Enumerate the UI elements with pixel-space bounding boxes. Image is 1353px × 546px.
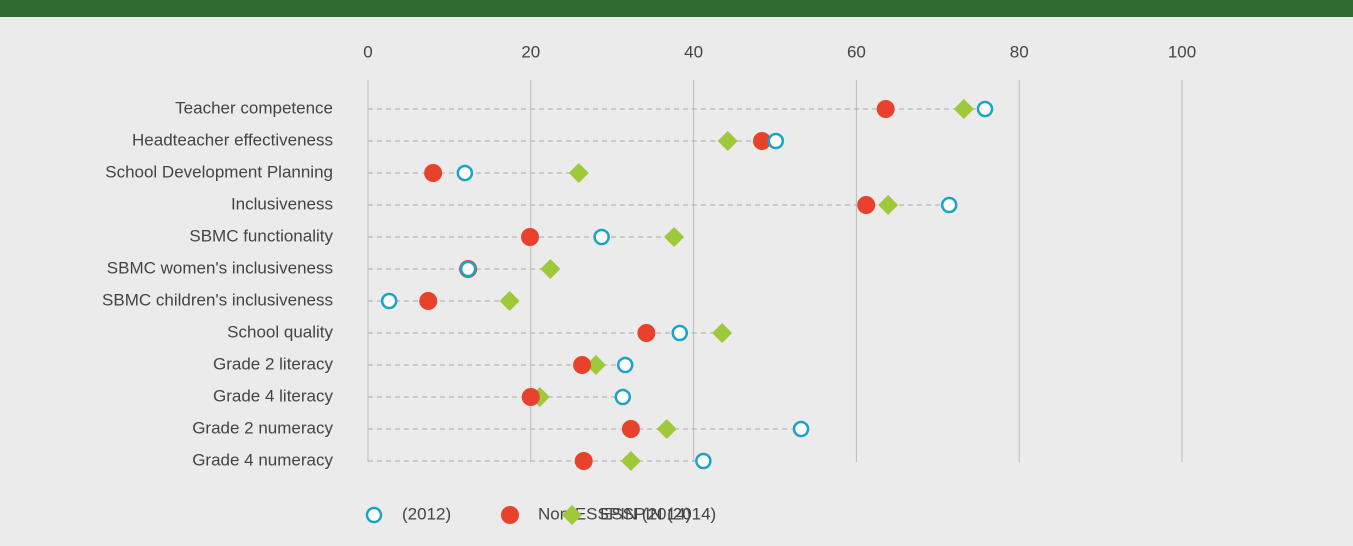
x-tick-label: 40 [684,42,703,61]
circle-marker [637,324,656,342]
y-tick-label: Inclusiveness [231,194,333,213]
diamond-marker [664,227,685,247]
open-circle-marker [380,292,398,310]
open-circle-marker [671,324,689,342]
open-circle-marker [976,100,994,118]
x-tick-label: 0 [363,42,372,61]
circle-marker [424,164,443,182]
x-tick-label: 60 [847,42,866,61]
title-bar [0,0,1353,17]
y-tick-label: Teacher competence [175,98,333,117]
diamond-marker [568,163,589,183]
legend-label: ESSPIN (2014) [600,504,716,523]
open-circle-marker [695,452,712,470]
diamond-marker [656,419,677,439]
y-tick-label: Headteacher effectiveness [132,130,333,149]
circle-marker [621,420,640,438]
circle-marker [857,196,876,214]
x-tick-label: 100 [1168,42,1196,61]
circle-marker [521,388,540,406]
y-tick-label: SBMC children's inclusiveness [102,290,333,309]
open-circle-marker [767,132,785,150]
legend-label: (2012) [402,504,451,523]
diamond-marker [540,259,561,279]
diamond-marker [717,131,738,151]
x-tick-label: 80 [1010,42,1029,61]
diamond-marker [712,323,733,343]
y-tick-label: Grade 4 literacy [213,386,333,405]
y-tick-label: Grade 2 numeracy [192,418,333,437]
legend-marker [365,506,383,524]
open-circle-marker [614,388,632,406]
y-tick-label: SBMC functionality [189,226,333,245]
diamond-marker [499,291,520,311]
diamond-marker [953,99,974,119]
open-circle-marker [940,196,958,214]
open-circle-marker [593,228,610,246]
open-circle-marker [792,420,810,438]
circle-marker [520,228,539,246]
y-tick-label: Grade 4 numeracy [192,450,333,469]
y-tick-label: Grade 2 literacy [213,354,333,373]
circle-marker [573,356,592,374]
circle-marker [752,132,771,150]
open-circle-marker [459,260,477,278]
open-circle-marker [616,356,634,374]
diamond-marker [878,195,899,215]
circle-marker [419,292,438,310]
circle-marker [876,100,895,118]
open-circle-marker [456,164,474,182]
x-tick-label: 20 [521,42,540,61]
legend-marker [501,506,519,524]
diamond-marker [585,355,606,375]
diamond-marker [620,451,641,471]
y-tick-label: SBMC women's inclusiveness [107,258,333,277]
y-tick-label: School Development Planning [105,162,333,181]
legend-marker [562,505,582,525]
y-tick-label: School quality [227,322,333,341]
circle-marker [574,452,593,470]
